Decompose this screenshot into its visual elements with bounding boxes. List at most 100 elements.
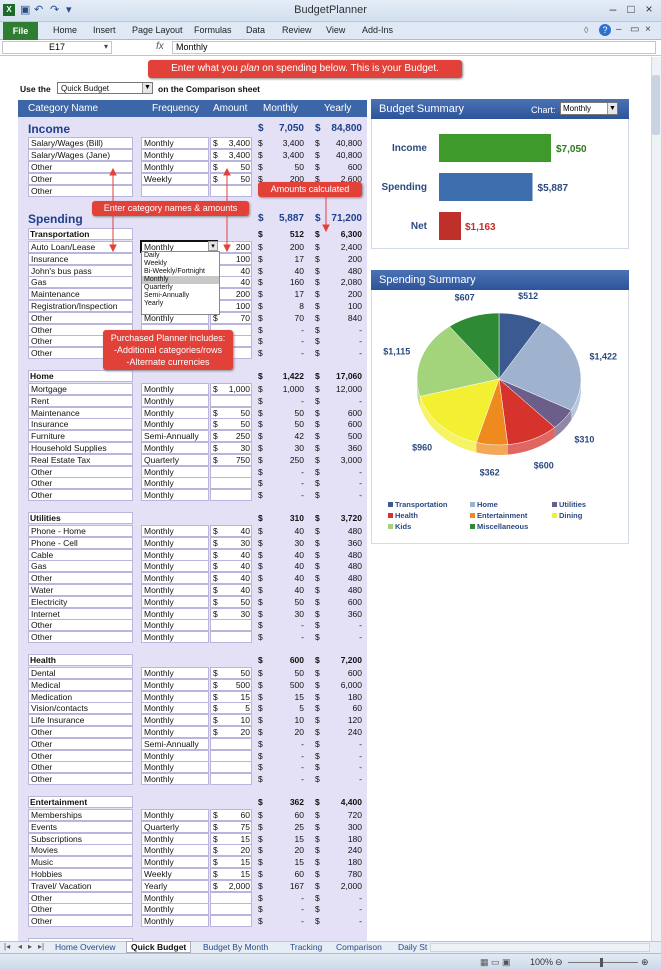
frequency-cell[interactable]: Monthly [141, 525, 209, 537]
frequency-cell[interactable]: Monthly [141, 383, 209, 395]
frequency-cell[interactable]: Monthly [141, 137, 209, 149]
category-name-cell[interactable]: Salary/Wages (Bill) [28, 137, 133, 149]
amount-cell[interactable] [210, 430, 252, 443]
frequency-dropdown-list[interactable]: Daily Weekly Bi-Weekly/Fortnight Monthly Qua… [141, 251, 220, 315]
frequency-cell[interactable]: Monthly [141, 702, 209, 715]
category-name-cell[interactable]: Vision/contacts [28, 702, 133, 715]
amount-cell[interactable] [210, 418, 252, 431]
ribbon-collapse-icon[interactable]: ◊ [584, 25, 589, 35]
amount-cell[interactable] [210, 619, 252, 632]
vertical-scrollbar[interactable] [651, 57, 661, 941]
frequency-cell[interactable]: Monthly [141, 595, 209, 608]
dropdown-option[interactable]: Bi-Weekly/Fortnight [144, 268, 205, 275]
category-name-cell[interactable]: Maintenance [28, 288, 133, 301]
frequency-cell[interactable]: Monthly [141, 572, 209, 585]
frequency-cell[interactable]: Monthly [141, 891, 209, 904]
frequency-cell[interactable]: Semi-Annually [141, 430, 209, 443]
tab-file[interactable]: File [3, 22, 38, 40]
category-name-cell[interactable]: Medical [28, 678, 133, 691]
tab-data[interactable]: Data [246, 25, 266, 35]
frequency-cell[interactable]: Monthly [141, 844, 209, 857]
amount-cell[interactable] [210, 820, 252, 833]
category-name-cell[interactable]: Phone - Home [28, 525, 133, 537]
vertical-scroll-thumb[interactable] [652, 75, 660, 135]
category-name-cell[interactable]: Life Insurance [28, 714, 133, 727]
frequency-cell[interactable]: Monthly [141, 406, 209, 419]
category-name-cell[interactable]: Internet [28, 607, 133, 620]
close-icon[interactable]: × [645, 2, 653, 16]
category-name-cell[interactable]: Other [28, 161, 133, 173]
amount-cell[interactable] [210, 572, 252, 585]
frequency-cell[interactable]: Monthly [141, 442, 209, 454]
amount-cell[interactable] [210, 891, 252, 904]
dropdown-option[interactable]: Daily [144, 252, 160, 259]
amount-cell[interactable] [210, 915, 252, 928]
frequency-cell[interactable]: Monthly [141, 631, 209, 644]
category-name-cell[interactable]: Music [28, 856, 133, 869]
amount-cell[interactable] [210, 536, 252, 549]
sheet-tab-quick-budget[interactable]: Quick Budget [126, 941, 192, 953]
frequency-cell[interactable]: Monthly [141, 832, 209, 845]
dropdown-option[interactable]: Yearly [144, 300, 164, 307]
amount-cell[interactable] [210, 406, 252, 419]
amount-cell[interactable] [210, 442, 252, 454]
frequency-cell[interactable]: Monthly [141, 394, 209, 407]
category-name-cell[interactable]: Other [28, 489, 133, 502]
category-name-cell[interactable]: Other [28, 465, 133, 478]
category-name-cell[interactable]: Medication [28, 690, 133, 703]
category-name-cell[interactable]: Auto Loan/Lease [28, 241, 133, 253]
amount-cell[interactable] [210, 879, 252, 892]
category-name-cell[interactable]: John's bus pass [28, 264, 133, 277]
amount-cell[interactable] [210, 548, 252, 561]
frequency-cell[interactable]: Monthly [141, 489, 209, 502]
frequency-cell[interactable]: Monthly [141, 678, 209, 691]
dropdown-option[interactable]: Semi-Annually [144, 292, 190, 299]
category-name-cell[interactable]: Registration/Inspection [28, 300, 133, 312]
frequency-cell[interactable]: Monthly [141, 465, 209, 478]
category-name-cell[interactable]: Furniture [28, 430, 133, 443]
frequency-cell[interactable]: Monthly [141, 714, 209, 727]
page-layout-view-icons[interactable]: ▦ ▭ ▣ [480, 957, 511, 967]
tab-page-layout[interactable]: Page Layout [132, 25, 183, 35]
workbook-close-icon[interactable]: × [645, 24, 651, 35]
amount-cell[interactable] [210, 631, 252, 644]
sheet-tab-comparison[interactable]: Comparison [336, 942, 382, 952]
frequency-cell[interactable]: Monthly [141, 418, 209, 431]
tab-view[interactable]: View [326, 25, 346, 35]
customize-quick-access-icon[interactable]: ▾ [66, 4, 72, 16]
frequency-cell[interactable]: Monthly [141, 667, 209, 679]
frequency-cell[interactable]: Monthly [141, 548, 209, 561]
frequency-cell[interactable]: Monthly [141, 560, 209, 573]
frequency-cell[interactable]: Monthly [141, 749, 209, 762]
frequency-cell[interactable]: Monthly [141, 915, 209, 928]
redo-icon[interactable]: ↷ [50, 4, 60, 16]
amount-cell[interactable] [210, 809, 252, 821]
frequency-cell[interactable]: Monthly [141, 149, 209, 161]
category-name-cell[interactable]: Other [28, 749, 133, 762]
insert-function-icon[interactable]: fx [156, 41, 164, 52]
amount-cell[interactable] [210, 607, 252, 620]
frequency-cell[interactable]: Monthly [141, 761, 209, 774]
category-name-cell[interactable]: Insurance [28, 418, 133, 431]
amount-cell[interactable] [210, 773, 252, 786]
category-name-cell[interactable]: Gas [28, 276, 133, 289]
category-name-cell[interactable]: Insurance [28, 252, 133, 265]
category-name-cell[interactable]: Dental [28, 667, 133, 679]
frequency-cell[interactable]: Monthly [141, 726, 209, 738]
amount-cell[interactable] [210, 737, 252, 750]
dropdown-option[interactable]: Weekly [144, 260, 167, 267]
undo-icon[interactable]: ↶ [34, 4, 44, 16]
budget-source-select[interactable]: Quick Budget ▼ [57, 82, 153, 94]
tab-add-ins[interactable]: Add-Ins [362, 25, 394, 35]
dropdown-option[interactable]: Monthly [142, 276, 219, 284]
tab-scroll-first-icon[interactable]: |◂ [4, 942, 11, 951]
category-name-cell[interactable]: Phone - Cell [28, 536, 133, 549]
formula-input[interactable]: Monthly [172, 41, 656, 54]
excel-icon[interactable]: X [3, 4, 15, 16]
category-name-cell[interactable]: Movies [28, 844, 133, 857]
amount-cell[interactable] [210, 903, 252, 916]
frequency-cell[interactable]: Monthly [141, 856, 209, 869]
amount-cell[interactable] [210, 453, 252, 466]
save-icon[interactable]: ▣ [20, 4, 31, 16]
category-name-cell[interactable]: Other [28, 773, 133, 786]
